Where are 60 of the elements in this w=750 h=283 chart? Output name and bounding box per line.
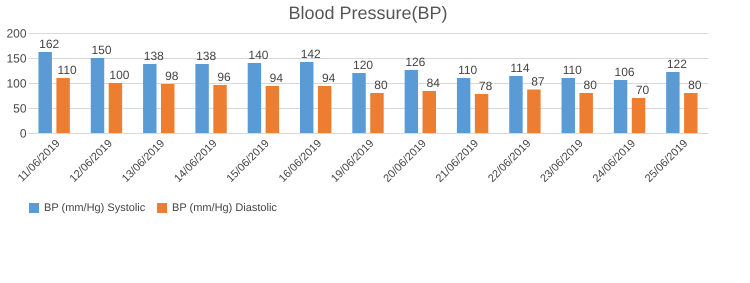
data-label: 94 — [270, 71, 284, 85]
bar — [195, 64, 209, 133]
data-label: 94 — [322, 71, 336, 85]
bar — [143, 64, 157, 133]
bar — [632, 98, 646, 133]
bar — [527, 90, 541, 133]
data-label: 98 — [165, 69, 179, 83]
data-label: 110 — [458, 63, 478, 77]
data-label: 80 — [584, 78, 598, 92]
bar — [318, 86, 332, 133]
bar — [579, 93, 593, 133]
data-label: 70 — [636, 83, 650, 97]
bar — [666, 72, 680, 133]
data-label: 126 — [405, 55, 426, 69]
data-label: 106 — [614, 65, 635, 79]
y-tick-label: 100 — [6, 76, 27, 90]
y-tick-label: 150 — [6, 52, 27, 66]
data-label: 114 — [510, 61, 530, 75]
bar — [614, 80, 628, 133]
data-label: 142 — [300, 47, 322, 61]
data-label: 80 — [374, 78, 388, 92]
bar — [300, 62, 314, 133]
chart-title: Blood Pressure(BP) — [288, 3, 448, 23]
bar — [108, 83, 122, 133]
data-label: 78 — [478, 79, 493, 93]
data-label: 110 — [562, 63, 582, 77]
bar — [370, 93, 384, 133]
bar — [562, 78, 575, 133]
legend-label: BP (mm/Hg) Diastolic — [172, 202, 278, 214]
data-label: 84 — [426, 76, 440, 90]
bar — [161, 84, 174, 133]
data-label: 138 — [144, 49, 164, 63]
bar — [422, 91, 436, 133]
bar — [56, 78, 70, 133]
bar — [509, 76, 523, 133]
data-label: 138 — [196, 49, 216, 63]
data-label: 100 — [109, 68, 130, 82]
bar — [684, 93, 698, 133]
data-label: 122 — [666, 57, 688, 71]
bar — [352, 73, 366, 133]
data-label: 162 — [39, 37, 60, 51]
bar — [90, 58, 104, 133]
data-label: 120 — [353, 58, 374, 72]
bar — [474, 94, 488, 133]
bar — [248, 63, 262, 133]
data-label: 110 — [58, 63, 78, 77]
y-tick-label: 50 — [13, 102, 27, 116]
data-label: 87 — [531, 74, 545, 88]
bar — [213, 85, 227, 133]
data-label: 140 — [248, 48, 269, 62]
data-label: 80 — [688, 78, 702, 92]
data-label: 96 — [217, 70, 232, 84]
legend-label: BP (mm/Hg) Systolic — [44, 202, 146, 214]
bar — [404, 70, 418, 133]
y-tick-label: 200 — [6, 26, 27, 40]
data-label: 150 — [91, 43, 112, 57]
bar — [266, 86, 280, 133]
bar — [456, 78, 470, 133]
y-tick-label: 0 — [20, 126, 27, 140]
bar — [38, 52, 52, 133]
